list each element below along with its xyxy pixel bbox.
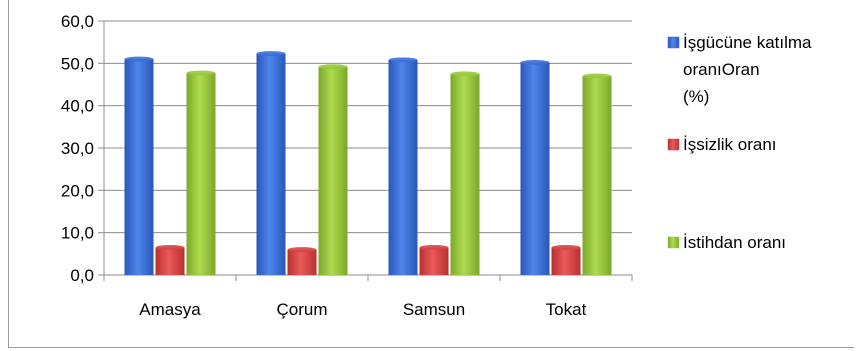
bars (124, 51, 612, 276)
x-tick-label: Tokat (546, 300, 587, 319)
axes (98, 20, 633, 281)
bar-cap-1-0 (155, 244, 185, 250)
y-tick-label: 10,0 (61, 224, 94, 243)
bar-0-2 (388, 59, 418, 275)
legend-swatch-0 (667, 36, 680, 49)
bar-cap-0-2 (388, 57, 418, 63)
bar-cap-1-1 (287, 247, 317, 253)
bar-cap-2-2 (450, 71, 480, 77)
chart-frame (8, 0, 854, 348)
bar-cap-1-2 (419, 244, 449, 250)
bar-2-1 (318, 66, 348, 275)
bar-cap-0-0 (124, 56, 154, 62)
legend-label-0: İşgücüne katılma (683, 33, 812, 52)
y-tick-label: 20,0 (61, 181, 94, 200)
bar-cap-0-3 (520, 59, 550, 65)
y-tick-label: 30,0 (61, 139, 94, 158)
bar-2-3 (582, 76, 612, 276)
bar-cap-1-3 (551, 244, 581, 250)
bar-2-2 (450, 73, 480, 276)
legend-label-0: (%) (683, 87, 709, 106)
bar-0-1 (256, 53, 286, 276)
y-tick-label: 40,0 (61, 97, 94, 116)
bar-1-1 (287, 249, 317, 275)
x-tick-label: Samsun (403, 300, 465, 319)
bar-2-0 (186, 73, 216, 275)
y-tick-label: 60,0 (61, 12, 94, 31)
bar-1-0 (155, 247, 185, 275)
legend-label-1: İşsizlik oranı (683, 135, 777, 154)
tick-labels: 0,0 10,0 20,0 30,0 40,0 50,0 60,0 Amasya Çorum Sa… (61, 12, 587, 319)
legend-swatch-2 (667, 236, 680, 249)
bar-1-2 (419, 247, 449, 275)
x-tick-label: Amasya (139, 300, 201, 319)
legend-swatch-1 (667, 138, 680, 151)
bar-cap-2-1 (318, 64, 348, 70)
bar-cap-0-1 (256, 51, 286, 57)
y-tick-label: 50,0 (61, 54, 94, 73)
legend-label-0: oranıOran (683, 60, 760, 79)
legend: İşgücüne katılma oranıOran (%) İşsizlik ora… (667, 33, 812, 252)
bar-cap-2-0 (186, 70, 216, 76)
bar-0-0 (124, 59, 154, 275)
legend-label-2: İstihdan oranı (683, 233, 786, 252)
bar-cap-2-3 (582, 73, 612, 79)
bar-1-3 (551, 247, 581, 275)
y-tick-label: 0,0 (70, 266, 94, 285)
x-tick-label: Çorum (276, 300, 327, 319)
bar-0-3 (520, 62, 550, 276)
gridlines (104, 20, 632, 234)
